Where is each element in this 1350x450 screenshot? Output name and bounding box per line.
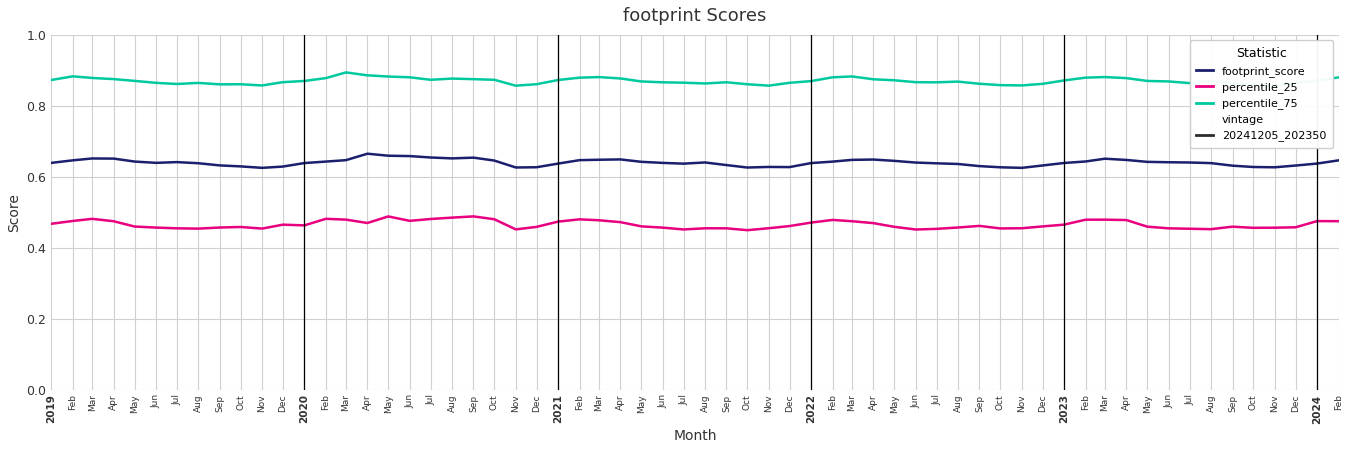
Line: percentile_75: percentile_75 (51, 72, 1339, 86)
Line: percentile_25: percentile_25 (51, 216, 1339, 230)
Line: footprint_score: footprint_score (51, 154, 1339, 168)
Y-axis label: Score: Score (7, 193, 22, 232)
X-axis label: Month: Month (674, 429, 717, 443)
Legend: footprint_score, percentile_25, percentile_75, vintage, 20241205_202350: footprint_score, percentile_25, percenti… (1189, 40, 1332, 148)
Title: footprint Scores: footprint Scores (624, 7, 767, 25)
